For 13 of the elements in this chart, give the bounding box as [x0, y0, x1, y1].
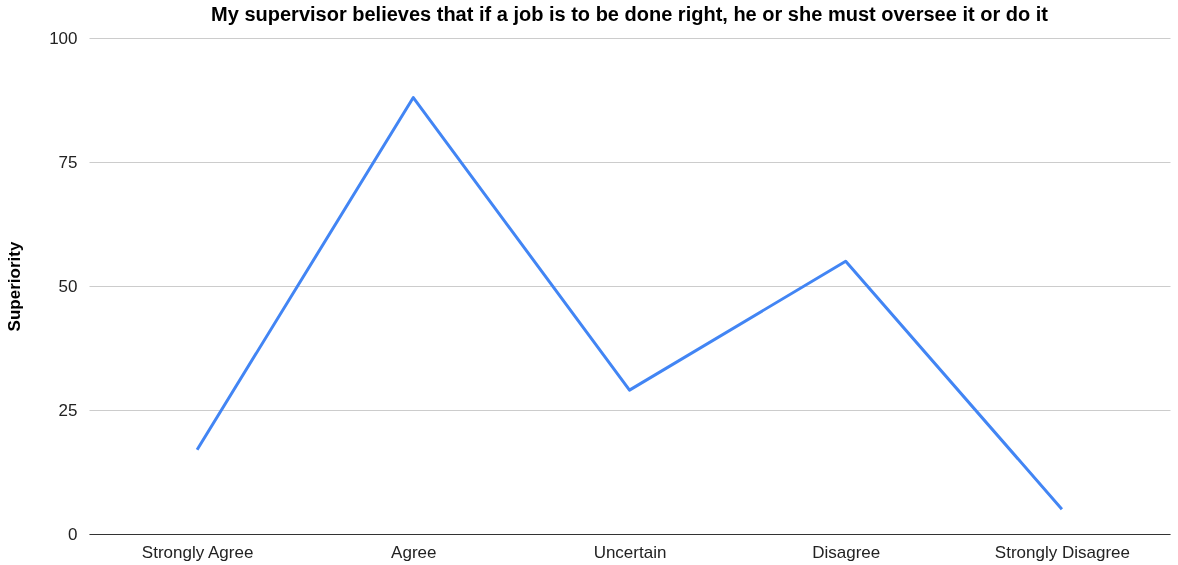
x-tick-label: Disagree: [812, 542, 881, 562]
chart-title: My supervisor believes that if a job is to be done right, he or she must oversee it or do it: [211, 3, 1049, 25]
y-tick-label: 75: [58, 152, 78, 172]
y-tick-label: 0: [68, 524, 78, 544]
y-tick-label: 50: [58, 276, 78, 296]
x-tick-label: Uncertain: [593, 542, 667, 562]
y-axis-title: Superiority: [5, 241, 25, 332]
x-tick-label: Agree: [391, 542, 437, 562]
x-tick-label: Strongly Disagree: [994, 542, 1130, 562]
y-tick-label: 100: [49, 28, 78, 48]
y-tick-label: 25: [58, 400, 78, 420]
line-series: [195, 96, 1064, 511]
x-tick-label: Strongly Agree: [141, 542, 254, 562]
